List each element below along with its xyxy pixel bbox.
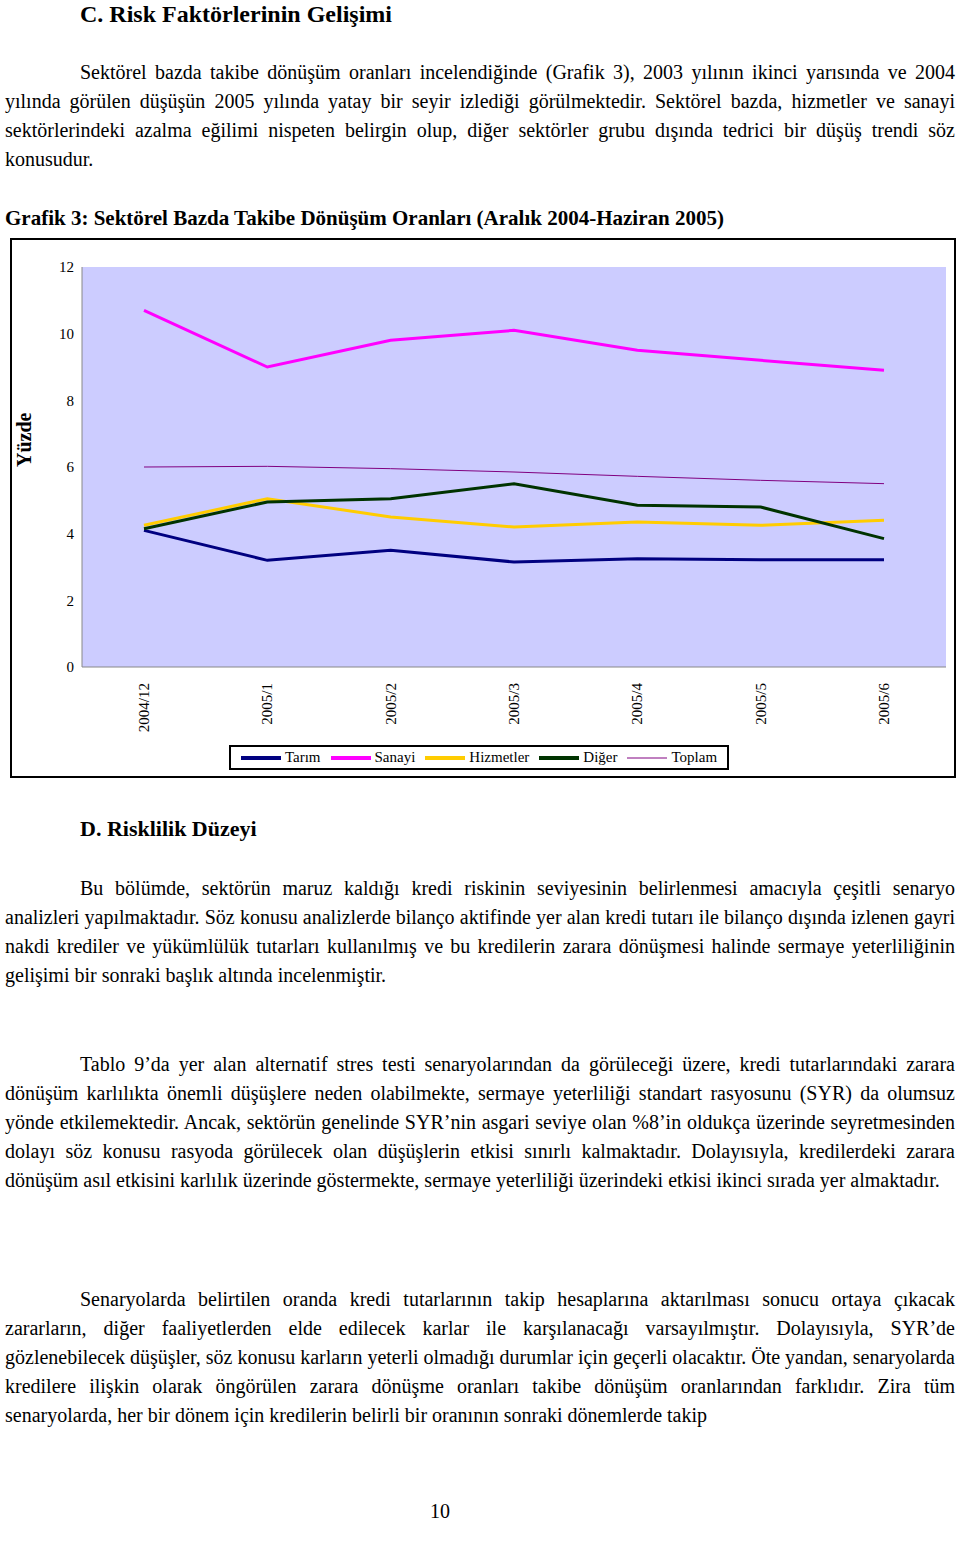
html-text:Tablo 9’da yer alan alternatif: Tablo 9’da yer alan alternatif stres tes… [5, 1053, 955, 1191]
svg-text:10: 10 [59, 326, 74, 342]
svg-text:2005/5: 2005/5 [753, 683, 769, 725]
svg-text:2005/3: 2005/3 [506, 683, 522, 725]
svg-text:2005/1: 2005/1 [259, 683, 275, 725]
html-text:Sektörel bazda takibe dönüşüm: Sektörel bazda takibe dönüşüm oranları i… [5, 61, 955, 170]
html-text:10: 10 [430, 1500, 450, 1522]
svg-text:2: 2 [67, 593, 75, 609]
svg-text:12: 12 [59, 259, 74, 275]
html-text:C. Risk Faktörlerinin Gelişimi: C. Risk Faktörlerinin Gelişimi [80, 1, 392, 27]
html-text:Hizmetler: Hizmetler [469, 749, 530, 765]
svg-text:8: 8 [67, 393, 75, 409]
svg-text:2005/4: 2005/4 [629, 683, 645, 725]
svg-text:2005/6: 2005/6 [876, 683, 892, 725]
html-text:Diğer: Diğer [583, 749, 618, 765]
svg-text:Yüzde: Yüzde [13, 412, 35, 467]
html-text:D. Risklilik Düzeyi: D. Risklilik Düzeyi [80, 816, 257, 841]
html-text:Tarım: Tarım [284, 749, 321, 765]
svg-text:6: 6 [67, 459, 75, 475]
svg-text:0: 0 [67, 659, 75, 675]
html-text:Senaryolarda belirtilen oranda: Senaryolarda belirtilen oranda kredi tut… [5, 1288, 955, 1426]
svg-text:2004/12: 2004/12 [136, 683, 152, 732]
svg-text:2005/2: 2005/2 [383, 683, 399, 725]
html-text:Bu bölümde, sektörün maruz kal: Bu bölümde, sektörün maruz kaldığı kredi… [5, 877, 955, 986]
svg-text:4: 4 [67, 526, 75, 542]
html-text:Grafik 3: Sektörel Bazda Takib: Grafik 3: Sektörel Bazda Takibe Dönüşüm … [5, 206, 724, 230]
html-text:Toplam: Toplam [671, 749, 718, 765]
html-text:Sanayi: Sanayi [374, 749, 416, 765]
